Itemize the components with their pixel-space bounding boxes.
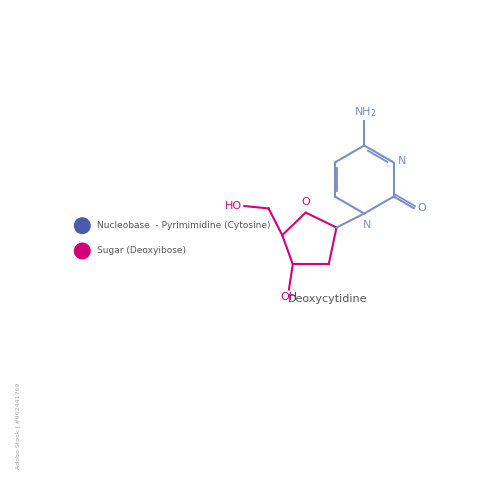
Text: O: O <box>302 196 310 206</box>
Text: Adobe Stock | #902441769: Adobe Stock | #902441769 <box>16 382 21 469</box>
Text: Nucleobase  - Pyrimimidine (Cytosine): Nucleobase - Pyrimimidine (Cytosine) <box>97 221 270 230</box>
Circle shape <box>74 243 90 258</box>
Text: N: N <box>362 220 371 230</box>
Text: OH: OH <box>280 292 297 302</box>
Text: Deoxycytidine: Deoxycytidine <box>288 294 368 304</box>
Text: HO: HO <box>225 201 242 211</box>
Text: Sugar (Deoxyibose): Sugar (Deoxyibose) <box>97 246 186 256</box>
Text: N: N <box>398 156 406 166</box>
Circle shape <box>74 218 90 234</box>
Text: NH$_2$: NH$_2$ <box>354 106 376 119</box>
Text: O: O <box>418 203 426 213</box>
